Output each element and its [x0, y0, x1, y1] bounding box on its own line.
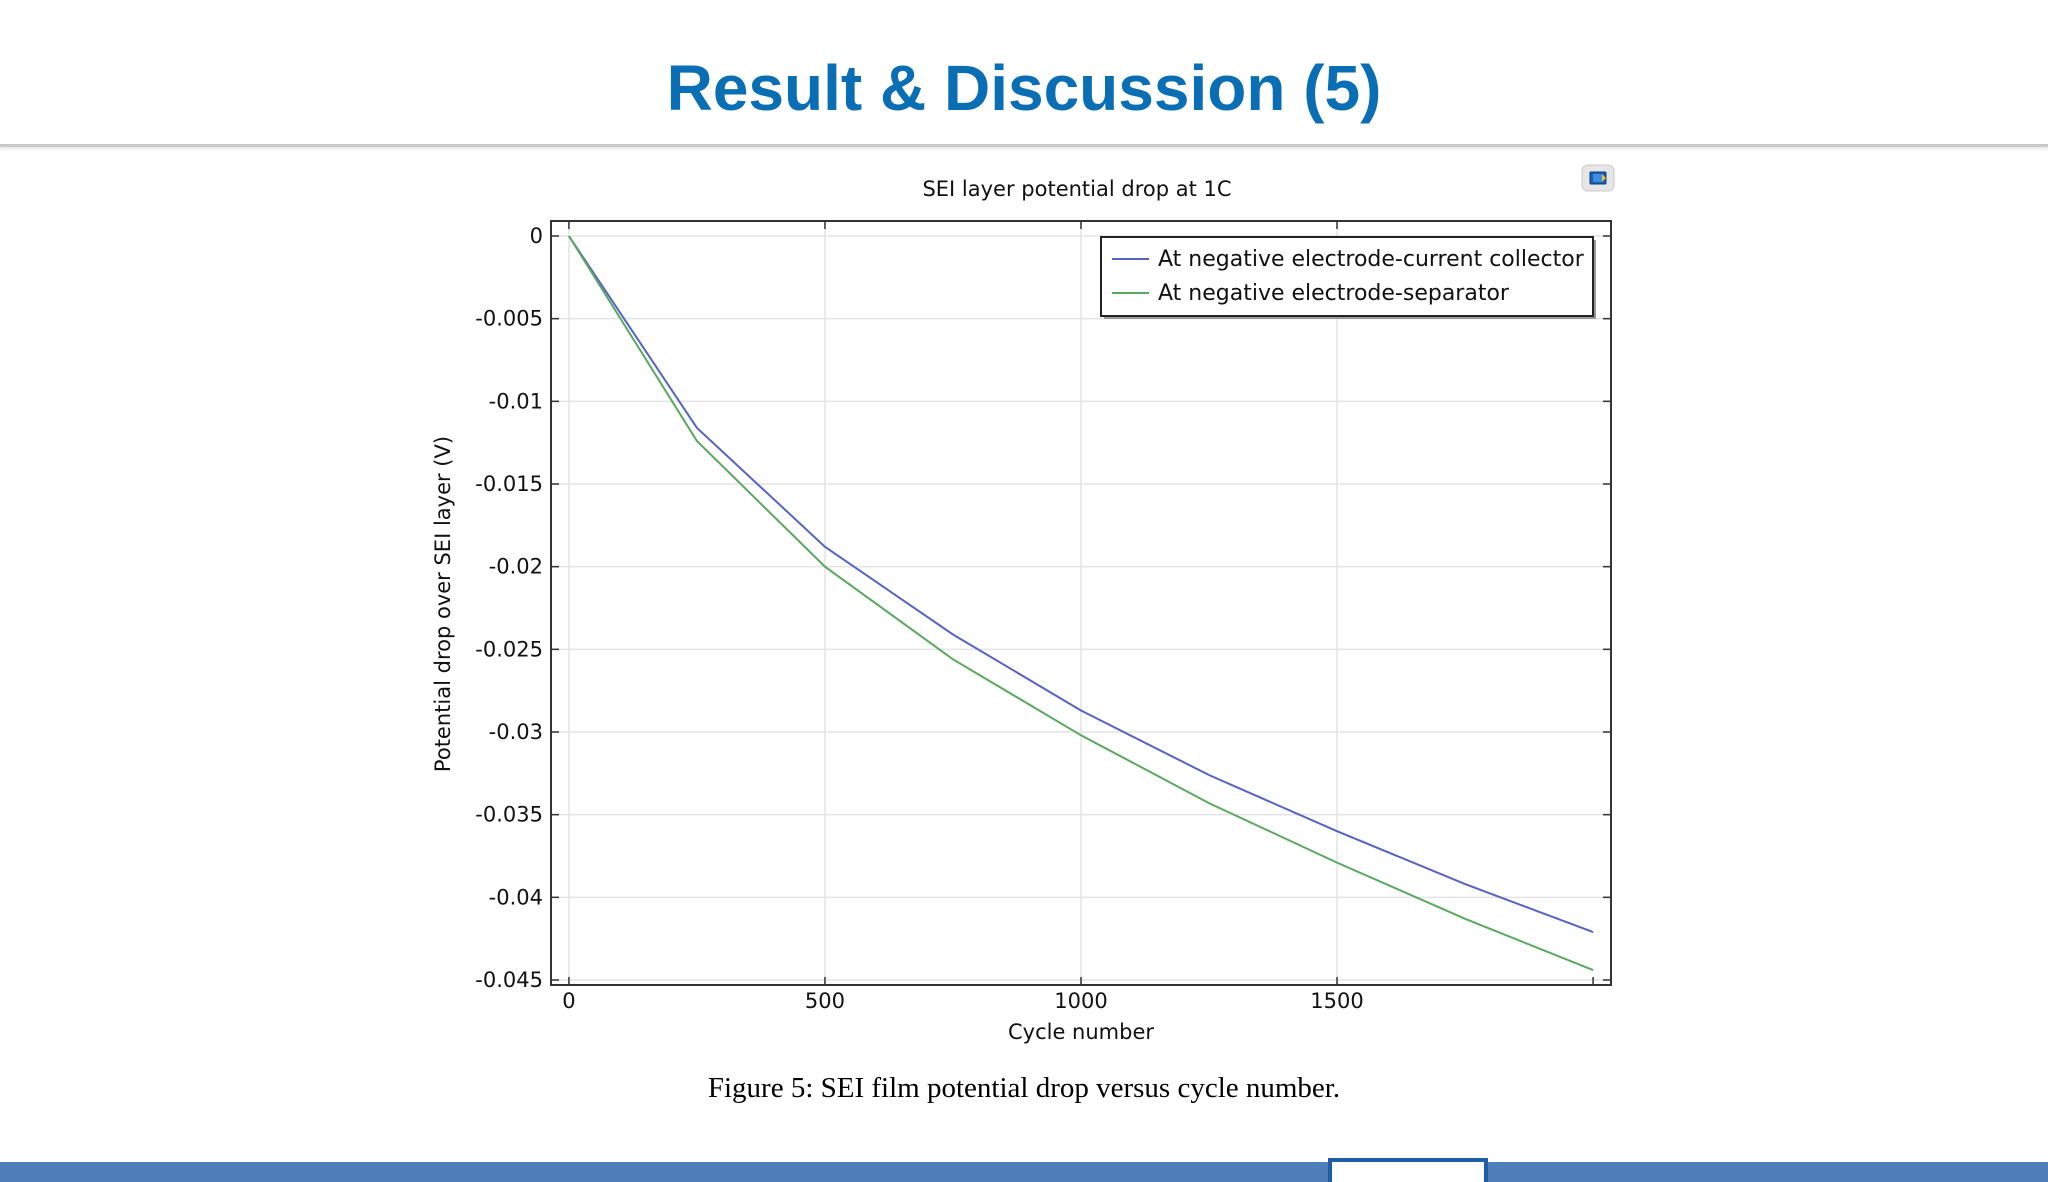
figure-caption: Figure 5: SEI film potential drop versus…	[707, 1072, 1341, 1104]
comsol-export-icon[interactable]	[1581, 164, 1615, 192]
footer-tab	[1328, 1158, 1488, 1182]
y-tick-label: 0	[530, 224, 543, 248]
series-line-current-collector	[568, 235, 1594, 934]
legend: At negative electrode-current collector A…	[1100, 236, 1596, 319]
y-tick-label: -0.04	[489, 885, 543, 909]
x-tick-label: 0	[562, 989, 575, 1013]
y-tick-label: -0.025	[475, 637, 543, 661]
title-divider	[0, 144, 2048, 147]
y-tick-label: -0.045	[475, 968, 543, 992]
y-tick-label: -0.015	[475, 472, 543, 496]
legend-box	[1100, 236, 1594, 317]
x-tick-label: 500	[805, 989, 845, 1013]
y-tick-label: -0.03	[489, 720, 543, 744]
y-tick-label: -0.005	[475, 307, 543, 331]
legend-label: At negative electrode-separator	[1158, 281, 1510, 306]
x-tick-label: 1000	[1054, 989, 1107, 1013]
x-axis-label: Cycle number	[1008, 1020, 1154, 1044]
y-tick-label: -0.035	[475, 803, 543, 827]
chart-title: SEI layer potential drop at 1C	[922, 177, 1231, 201]
x-tick-label: 1500	[1310, 989, 1363, 1013]
y-axis-label: Potential drop over SEI layer (V)	[431, 436, 455, 772]
slide-title: Result & Discussion (5)	[666, 52, 1382, 124]
footer-bar	[0, 1162, 2048, 1182]
legend-label: At negative electrode-current collector	[1158, 247, 1585, 272]
y-tick-label: -0.02	[489, 555, 543, 579]
series-line-separator	[568, 235, 1594, 972]
y-tick-label: -0.01	[489, 389, 543, 413]
